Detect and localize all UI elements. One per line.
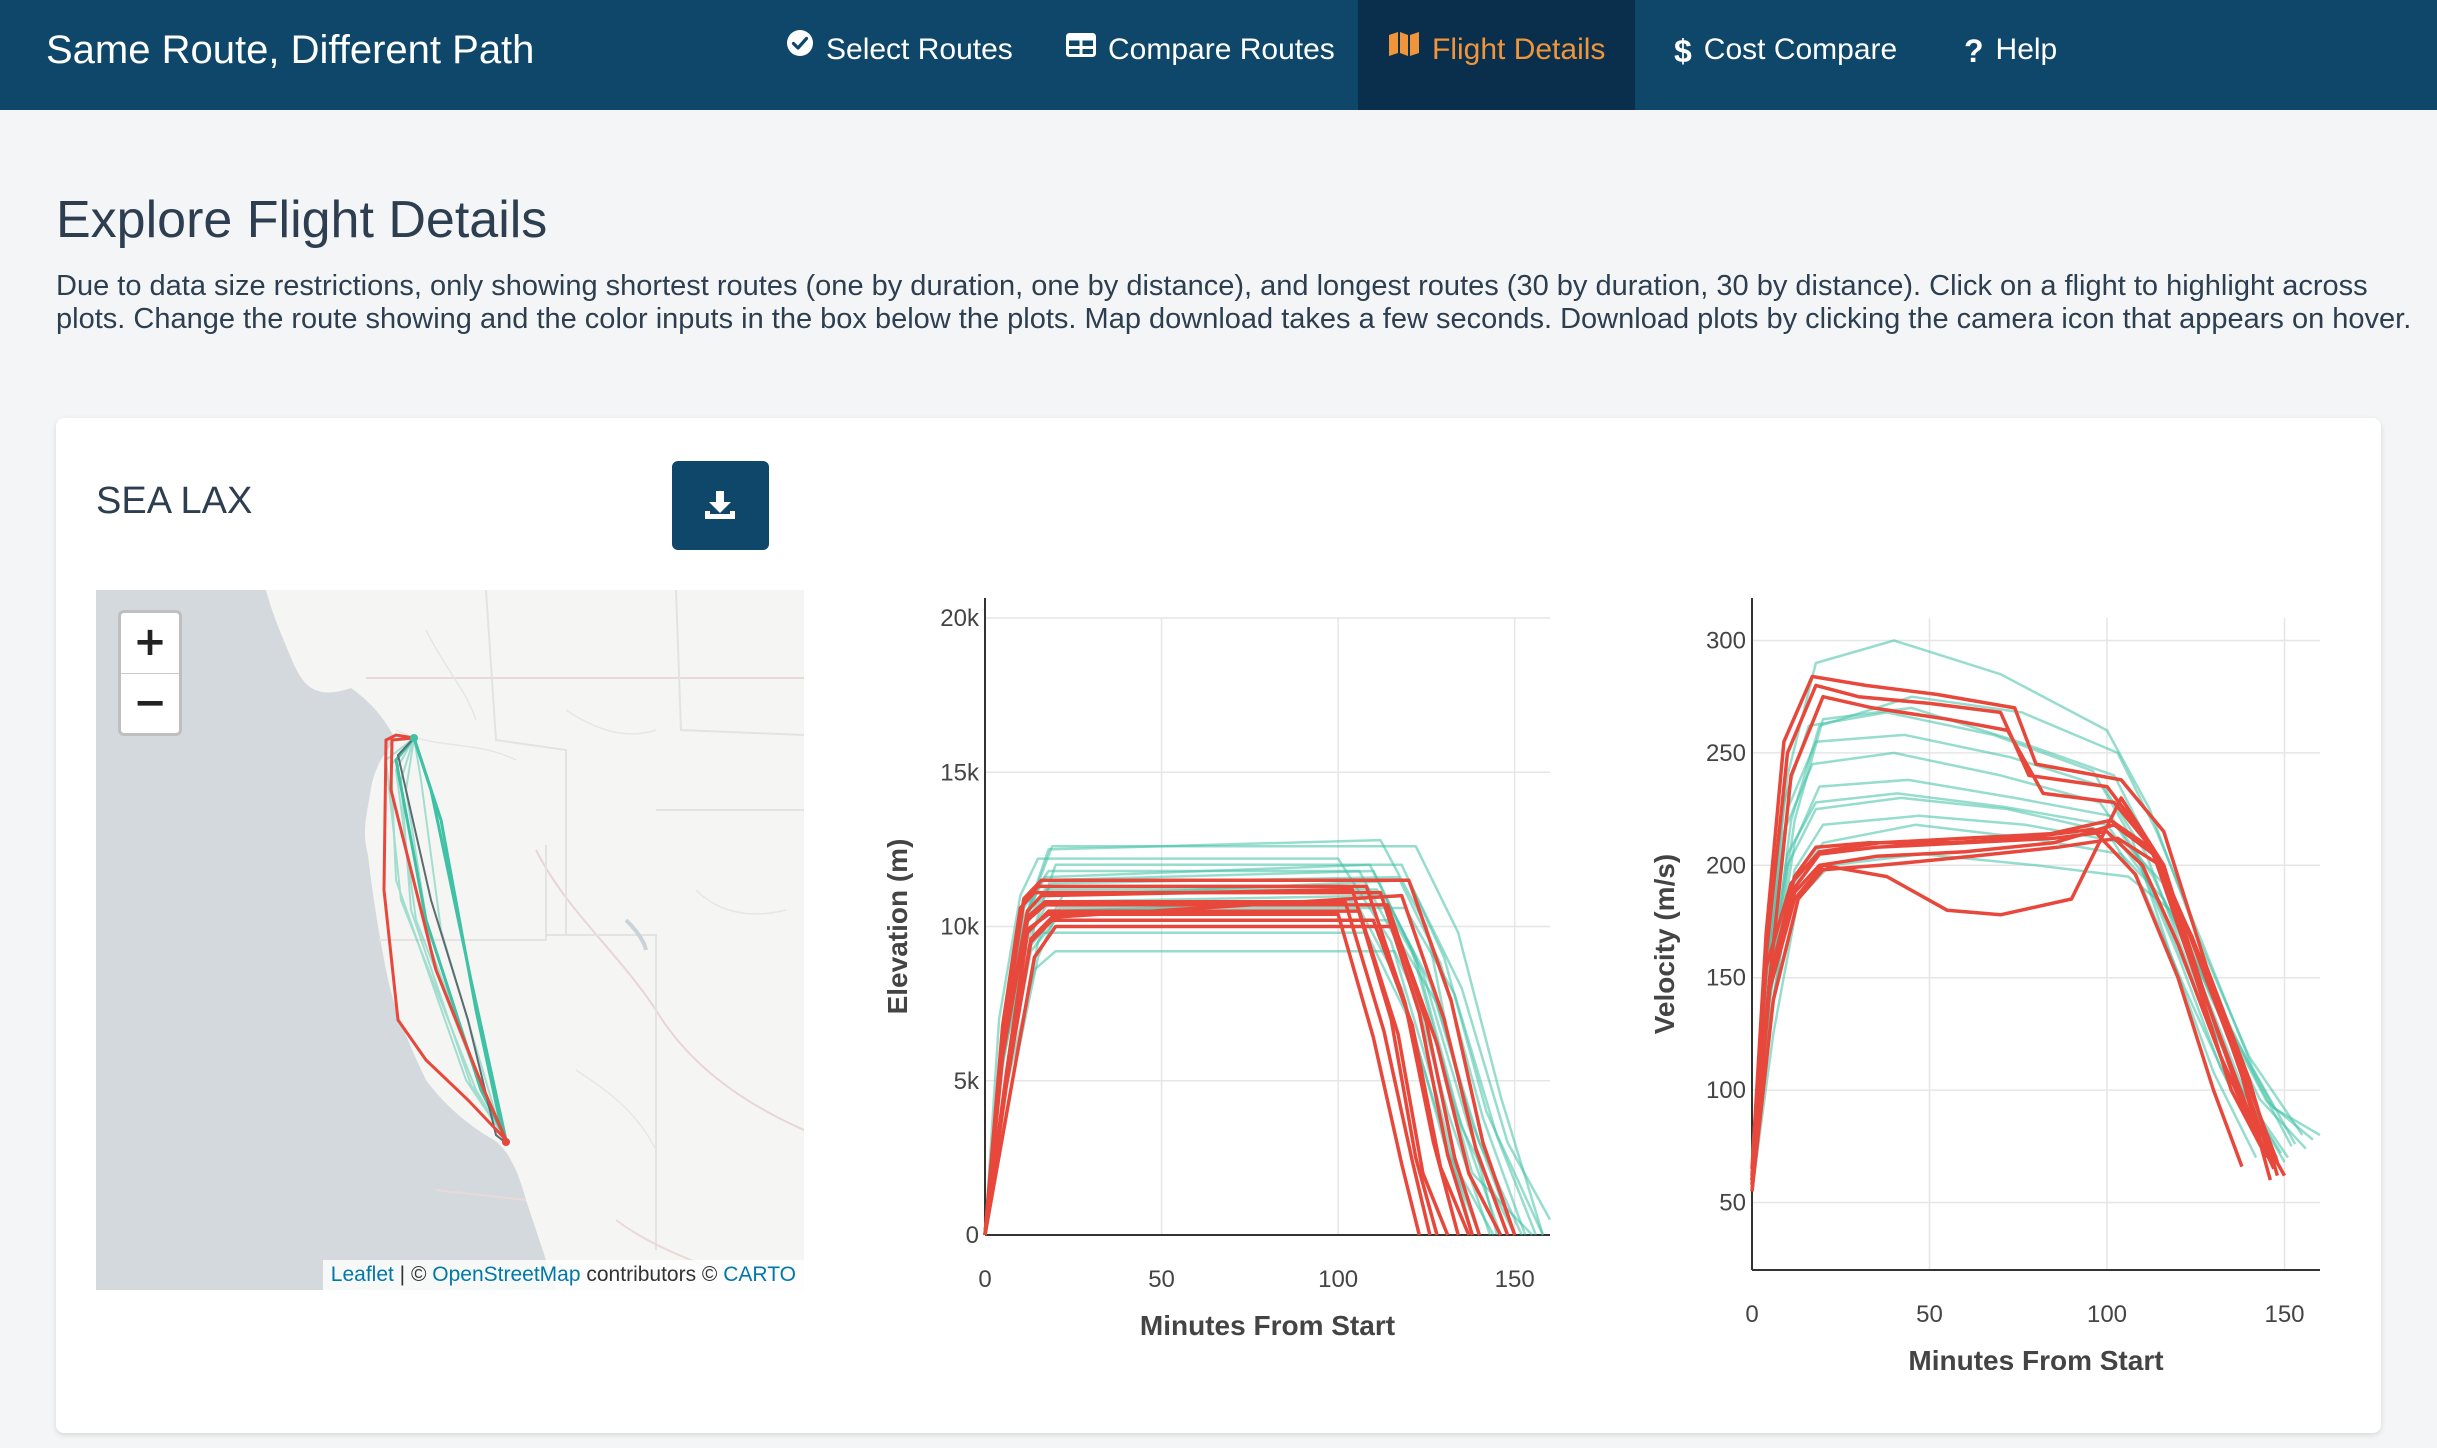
flight-line-highlighted[interactable] <box>1750 674 2280 1177</box>
leaflet-link[interactable]: Leaflet <box>330 1263 394 1286</box>
y-tick-label: 15k <box>940 759 980 786</box>
flight-line-highlighted[interactable] <box>1750 836 2280 1192</box>
navbar: Same Route, Different Path Select Routes… <box>0 0 2437 110</box>
state-border <box>485 590 567 935</box>
y-axis-title: Velocity (m/s) <box>1649 854 1680 1035</box>
question-icon: ? <box>1964 33 1984 70</box>
download-icon <box>705 491 735 519</box>
state-border <box>379 845 547 941</box>
attribution-contributors: contributors © <box>580 1263 724 1286</box>
country-border <box>435 1189 527 1201</box>
map-zoom-control: + − <box>118 610 182 736</box>
state-border <box>675 590 804 736</box>
nav-flight-details-label: Flight Details <box>1432 33 1606 66</box>
x-axis-title: Minutes From Start <box>1908 1345 2163 1370</box>
map-canvas[interactable] <box>96 590 804 1290</box>
nav-select-routes[interactable]: Select Routes <box>786 0 1013 110</box>
route-map[interactable]: + − Leaflet | © OpenStreetMap contributo… <box>96 590 804 1290</box>
nav-help-label: Help <box>1995 33 2058 66</box>
y-tick-label: 50 <box>1719 1190 1746 1217</box>
flight-line-highlighted[interactable] <box>983 893 1510 1236</box>
lake <box>624 918 648 951</box>
y-tick-label: 200 <box>1706 852 1746 879</box>
y-axis-title: Elevation (m) <box>882 839 913 1015</box>
flight-line-highlighted[interactable] <box>983 918 1471 1236</box>
x-axis-title: Minutes From Start <box>1140 1310 1395 1341</box>
origin-marker <box>410 734 418 742</box>
y-tick-label: 300 <box>1706 627 1746 654</box>
check-circle-icon <box>786 0 814 98</box>
y-tick-label: 5k <box>954 1068 980 1095</box>
route-title: SEA LAX <box>96 480 253 522</box>
ocean-area <box>96 590 556 1290</box>
series-group-red <box>1750 674 2287 1192</box>
flight-line-highlighted[interactable] <box>983 884 1460 1236</box>
nav-compare-routes[interactable]: Compare Routes <box>1066 0 1335 110</box>
y-tick-label: 0 <box>966 1222 979 1249</box>
download-map-button[interactable] <box>672 461 769 550</box>
state-border <box>546 934 657 1250</box>
state-border <box>535 849 804 1131</box>
zoom-out-button[interactable]: − <box>121 673 179 733</box>
nav-cost-compare[interactable]: $ Cost Compare <box>1674 0 1897 110</box>
x-tick-label: 50 <box>1148 1266 1175 1293</box>
gridlines <box>1752 618 2320 1270</box>
nav-flight-details[interactable]: Flight Details <box>1358 0 1636 110</box>
x-tick-label: 150 <box>2264 1301 2304 1328</box>
flight-line-highlighted[interactable] <box>1750 796 2287 1181</box>
brand-title[interactable]: Same Route, Different Path <box>46 28 535 72</box>
destination-marker <box>502 1138 510 1146</box>
flight-line-highlighted[interactable] <box>1750 683 2269 1181</box>
flight-line-highlighted[interactable] <box>983 924 1503 1236</box>
y-tick-label: 10k <box>940 914 980 941</box>
velocity-chart[interactable]: 0 50 100 150 50 100 150 200 250 300 Minutes From S… <box>1640 590 2360 1370</box>
flight-line-highlighted[interactable] <box>983 909 1450 1236</box>
x-tick-label: 150 <box>1495 1266 1535 1293</box>
map-attribution: Leaflet | © OpenStreetMap contributors ©… <box>322 1260 804 1290</box>
flight-line-highlighted[interactable] <box>983 890 1474 1236</box>
nav-help[interactable]: ? Help <box>1964 0 2057 110</box>
route-lines-red <box>382 733 508 1142</box>
page-description: Due to data size restrictions, only show… <box>56 270 2412 335</box>
y-tick-label: 250 <box>1706 740 1746 767</box>
flight-line[interactable] <box>1750 711 2258 1159</box>
flight-line[interactable] <box>1750 814 2307 1187</box>
flight-line-highlighted[interactable] <box>1750 818 2272 1181</box>
series-group-red <box>983 878 1517 1236</box>
flight-line-highlighted[interactable] <box>983 912 1421 1236</box>
y-tick-label: 100 <box>1706 1077 1746 1104</box>
x-tick-label: 50 <box>1916 1301 1943 1328</box>
y-tick-label: 20k <box>940 605 980 632</box>
series-group-teal <box>1750 639 2321 1192</box>
flight-line-highlighted[interactable] <box>1750 827 2244 1185</box>
elevation-chart[interactable]: 0 50 100 150 0 5k 10k 15k 20k Minutes From Start E… <box>870 590 1590 1370</box>
route-line-gray <box>396 737 507 1144</box>
carto-link[interactable]: CARTO <box>723 1263 796 1286</box>
nav-compare-routes-label: Compare Routes <box>1108 33 1335 66</box>
attribution-separator: | © <box>393 1263 433 1286</box>
x-tick-label: 0 <box>1745 1301 1758 1328</box>
flight-line-highlighted[interactable] <box>983 878 1517 1236</box>
x-tick-label: 0 <box>978 1266 991 1293</box>
dollar-icon: $ <box>1674 33 1692 70</box>
flight-line[interactable] <box>1750 852 2321 1192</box>
osm-link[interactable]: OpenStreetMap <box>432 1263 581 1286</box>
x-tick-label: 100 <box>1318 1266 1358 1293</box>
map-icon <box>1388 0 1420 98</box>
flight-line[interactable] <box>983 931 1495 1236</box>
x-tick-label: 100 <box>2087 1301 2127 1328</box>
flight-line[interactable] <box>1750 695 2297 1181</box>
flight-line-highlighted[interactable] <box>983 903 1482 1236</box>
rivers <box>395 629 787 1151</box>
y-tick-label: 150 <box>1706 965 1746 992</box>
table-icon <box>1066 0 1096 98</box>
series-group-teal <box>983 838 1552 1236</box>
page-title: Explore Flight Details <box>56 191 548 249</box>
nav-cost-compare-label: Cost Compare <box>1703 33 1898 66</box>
zoom-in-button[interactable]: + <box>133 619 167 665</box>
nav-select-routes-label: Select Routes <box>826 33 1013 66</box>
